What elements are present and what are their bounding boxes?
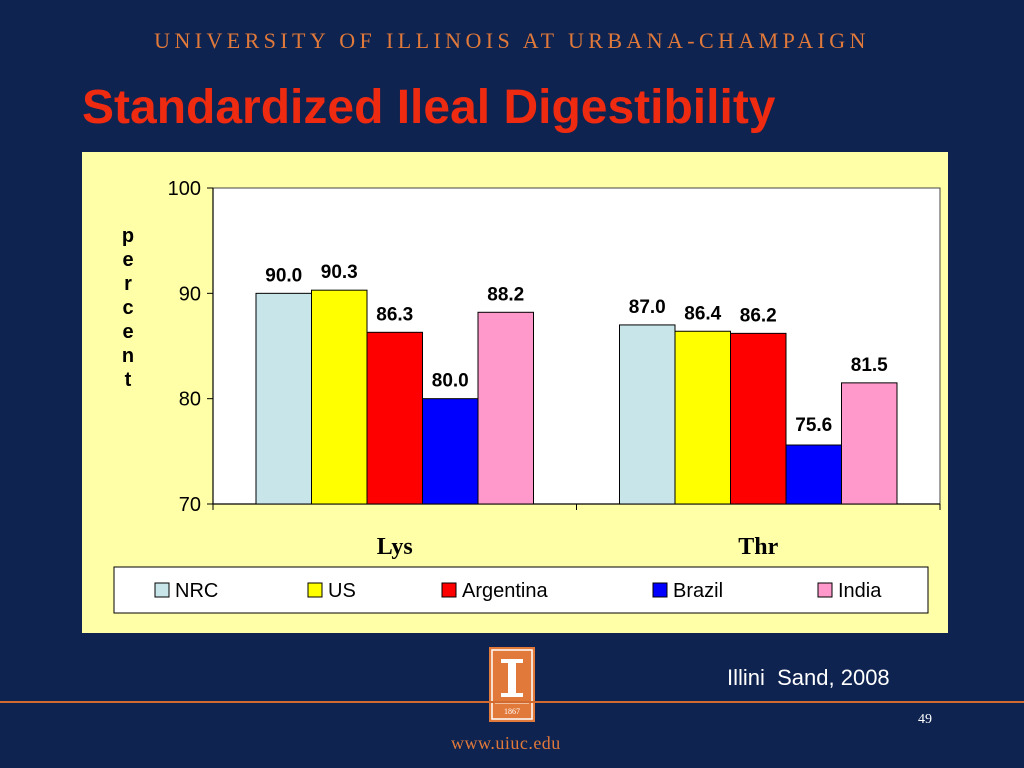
footer-url: www.uiuc.edu (451, 733, 561, 753)
bar-india-thr (841, 382, 898, 505)
data-label: 86.4 (684, 303, 721, 324)
y-tick-label: 90 (179, 283, 201, 305)
data-label: 87.0 (629, 297, 666, 318)
y-axis-label-letter: r (124, 273, 132, 295)
data-label: 80.0 (432, 371, 469, 392)
legend-swatch-us (307, 582, 323, 598)
university-header: UNIVERSITY OF ILLINOIS AT URBANA-CHAMPAI… (154, 28, 870, 53)
footer-divider (0, 701, 1024, 703)
data-label: 86.2 (740, 305, 777, 326)
bar-us-thr (674, 330, 731, 505)
y-axis-label-letter: t (125, 369, 132, 391)
bar-argentina-lys (366, 331, 423, 505)
legend-box (113, 566, 929, 614)
x-category-label: Thr (738, 534, 778, 560)
bar-brazil-thr (785, 444, 842, 505)
legend-swatch-nrc (154, 582, 170, 598)
y-axis-label-letter: c (122, 297, 133, 319)
legend-label-india: India (838, 580, 882, 602)
legend-label-argentina: Argentina (462, 580, 548, 602)
data-label: 90.0 (265, 265, 302, 286)
data-label: 88.2 (487, 284, 524, 305)
y-axis-label-letter: e (122, 321, 133, 343)
legend-label-us: US (328, 580, 356, 602)
y-axis-label-letter: e (122, 249, 133, 271)
bar-nrc-thr (619, 324, 676, 505)
data-label: 90.3 (321, 262, 358, 283)
legend-swatch-argentina (441, 582, 457, 598)
data-label: 75.6 (795, 415, 832, 436)
page-number: 49 (918, 712, 932, 727)
y-tick-label: 100 (168, 178, 201, 200)
bar-nrc-lys (255, 292, 312, 505)
x-category-label: Lys (377, 534, 413, 560)
legend-swatch-india (817, 582, 833, 598)
legend-label-brazil: Brazil (673, 580, 723, 602)
slide-title: Standardized Ileal Digestibility (82, 81, 776, 134)
bar-argentina-thr (730, 332, 787, 505)
chart-panel: 100 90 80 70 p e r c e n t 90.0 90.3 86.3 80.0 88.2 Lys 8… (82, 152, 948, 633)
bar-india-lys (477, 311, 534, 505)
bar-brazil-lys (422, 398, 479, 505)
university-logo: 1867 (489, 647, 535, 722)
data-label: 86.3 (376, 304, 413, 325)
data-label: 81.5 (851, 355, 888, 376)
credit-text: Illini Sand, 2008 (727, 665, 890, 690)
y-axis-label-letter: p (122, 225, 134, 247)
y-tick-label: 70 (179, 494, 201, 516)
legend-label-nrc: NRC (175, 580, 218, 602)
y-axis-label-letter: n (122, 345, 134, 367)
legend-swatch-brazil (652, 582, 668, 598)
bar-us-lys (311, 289, 368, 505)
y-tick-label: 80 (179, 389, 201, 411)
logo-year: 1867 (504, 707, 520, 716)
